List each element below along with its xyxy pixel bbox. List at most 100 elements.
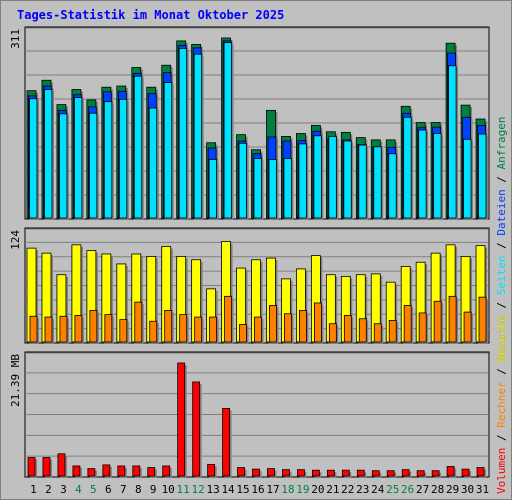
x-tick-label-day-6: 6 xyxy=(105,483,112,496)
day-23-bars xyxy=(355,274,369,344)
x-tick-label-day-3: 3 xyxy=(60,483,67,496)
day-18-bars xyxy=(282,469,292,478)
seiten-bar xyxy=(133,75,144,220)
x-tick-label-day-25: 25 xyxy=(386,483,399,496)
bar-face xyxy=(74,97,83,219)
day-4-bars xyxy=(72,465,82,478)
seiten-bar xyxy=(343,140,354,220)
panel-anfragen: 311 xyxy=(9,26,490,221)
bar-face xyxy=(388,153,397,219)
seiten-bar xyxy=(74,97,84,220)
seiten-bar xyxy=(298,143,309,220)
volumen-bar xyxy=(282,469,292,478)
bar-face xyxy=(373,323,382,343)
day-26-bars xyxy=(400,105,414,220)
seiten-bar xyxy=(418,129,429,220)
day-23-bars xyxy=(356,469,367,478)
seiten-bar xyxy=(193,53,204,221)
bar-face xyxy=(328,323,337,343)
day-22-bars xyxy=(340,131,354,220)
x-tick-label-day-18: 18 xyxy=(281,483,294,496)
legend-separator: / xyxy=(495,295,508,315)
rechner-bar xyxy=(74,315,84,344)
day-4-bars xyxy=(71,244,84,344)
rechner-bar xyxy=(59,315,69,344)
day-25-bars xyxy=(385,281,399,344)
day-3-bars xyxy=(56,274,69,344)
seiten-bar xyxy=(223,42,234,221)
volumen-bar xyxy=(431,470,442,478)
volumen-bar xyxy=(476,467,487,478)
day-21-bars xyxy=(325,274,339,344)
day-27-bars xyxy=(415,261,429,344)
x-tick-label-day-24: 24 xyxy=(371,483,385,496)
day-12-bars xyxy=(191,259,204,344)
bar-face xyxy=(178,48,188,219)
day-31-bars xyxy=(476,467,487,478)
day-2-bars xyxy=(41,252,54,344)
x-tick-label-day-23: 23 xyxy=(356,483,369,496)
day-8-bars xyxy=(131,67,144,220)
volumen-bar xyxy=(42,457,52,478)
day-9-bars xyxy=(146,256,159,344)
bar-face xyxy=(386,470,395,477)
x-tick-label-day-11: 11 xyxy=(177,483,190,496)
y-max-label: 21.39 MB xyxy=(9,354,22,407)
rechner-bar xyxy=(269,305,279,344)
bar-face xyxy=(44,89,53,219)
volumen-bar xyxy=(401,469,412,478)
seiten-bar xyxy=(29,98,39,220)
day-5-bars xyxy=(86,99,99,220)
bar-face xyxy=(388,320,397,343)
bar-face xyxy=(163,82,173,219)
rechner-bar xyxy=(373,323,384,344)
day-17-bars xyxy=(266,109,279,220)
volumen-bar xyxy=(72,465,82,478)
bar-face xyxy=(149,320,158,343)
rechner-bar xyxy=(164,310,174,344)
day-6-bars xyxy=(101,253,114,344)
day-8-bars xyxy=(132,465,142,478)
seiten-bar xyxy=(328,135,339,220)
bar-face xyxy=(297,469,305,477)
legend-volumen: Volumen xyxy=(495,448,508,494)
day-24-bars xyxy=(370,139,384,220)
x-tick-label-day-13: 13 xyxy=(206,483,219,496)
day-7-bars xyxy=(117,465,127,478)
seiten-bar xyxy=(44,89,54,220)
day-28-bars xyxy=(430,122,444,220)
day-20-bars xyxy=(311,469,322,478)
rechner-bar xyxy=(299,310,309,344)
day-30-bars xyxy=(461,468,472,478)
volumen-bar xyxy=(416,470,427,478)
day-19-bars xyxy=(296,133,309,220)
bar-face xyxy=(431,470,440,477)
day-13-bars xyxy=(206,288,219,344)
day-22-bars xyxy=(340,275,354,344)
rechner-bar xyxy=(403,305,414,344)
rechner-bar xyxy=(478,296,489,344)
legend-separator: / xyxy=(495,428,508,448)
rechner-bar xyxy=(388,320,399,344)
bar-face xyxy=(403,116,412,219)
day-7-bars xyxy=(116,85,129,221)
day-27-bars xyxy=(416,470,427,478)
rechner-bar xyxy=(209,316,219,344)
bar-face xyxy=(418,129,427,219)
bar-face xyxy=(448,295,457,343)
x-tick-label-day-8: 8 xyxy=(135,483,142,496)
day-7-bars xyxy=(116,263,129,344)
day-26-bars xyxy=(401,469,412,478)
rechner-bar xyxy=(89,310,99,344)
bar-face xyxy=(298,143,307,219)
bar-face xyxy=(103,101,113,219)
day-16-bars xyxy=(251,259,264,344)
day-2-bars xyxy=(41,79,54,221)
day-15-bars xyxy=(237,467,247,478)
day-10-bars xyxy=(162,465,172,478)
bar-face xyxy=(57,453,66,477)
bar-face xyxy=(416,470,425,477)
rechner-bar xyxy=(224,295,234,344)
bar-face xyxy=(282,469,290,477)
